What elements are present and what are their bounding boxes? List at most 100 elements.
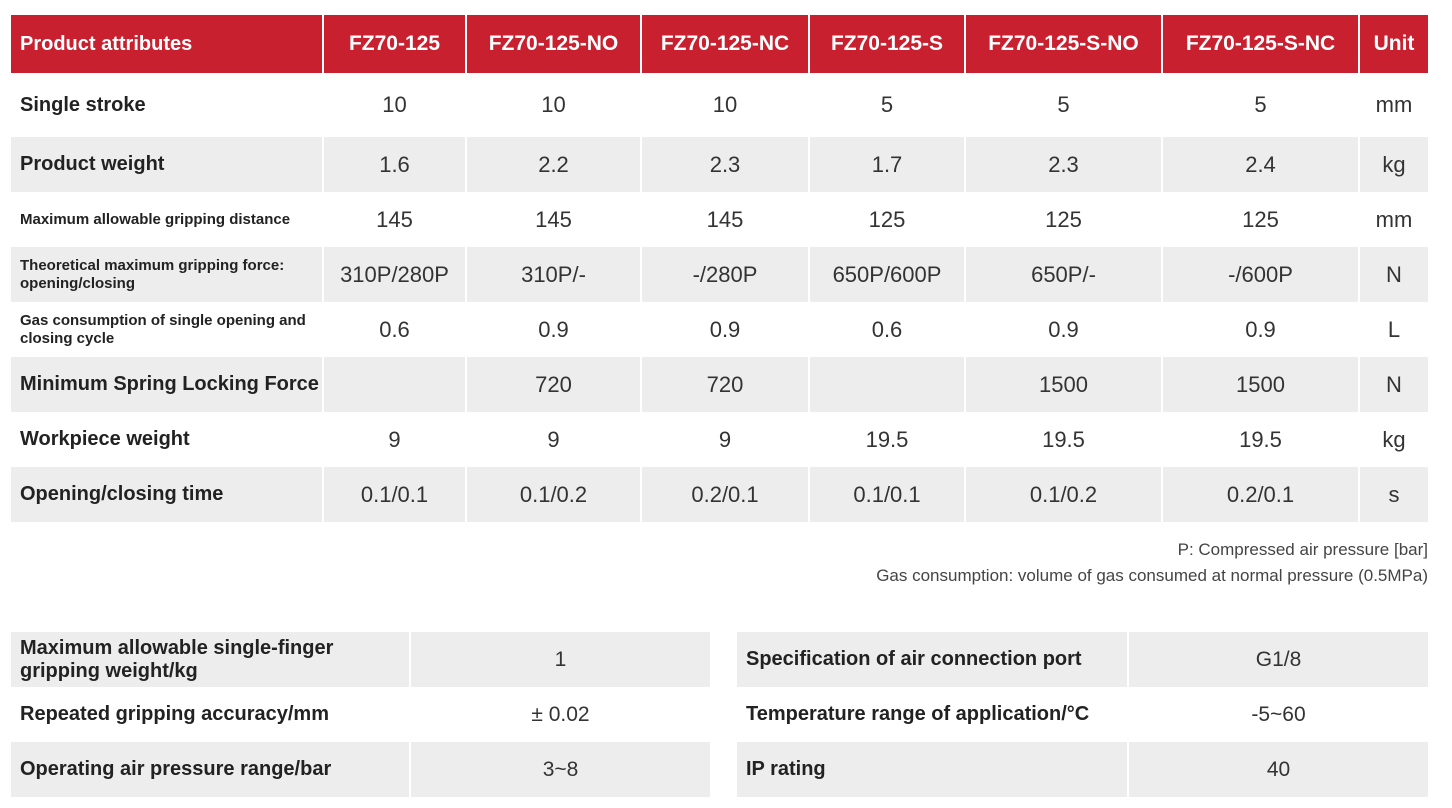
cell-value: 5 — [810, 73, 966, 137]
row-label: Maximum allowable gripping distance — [11, 192, 324, 247]
cell-value: 0.9 — [1163, 302, 1360, 357]
header-model: FZ70-125-S — [810, 15, 966, 73]
row-label: Operating air pressure range/bar — [11, 742, 409, 797]
cell-value: 0.2/0.1 — [642, 467, 810, 522]
note-pressure: P: Compressed air pressure [bar] — [1177, 540, 1428, 559]
cell-unit: mm — [1375, 206, 1413, 232]
cell-unit: s — [1360, 467, 1428, 522]
right-row: Specification of air connection port G1/… — [737, 632, 1428, 687]
row-label: Gas consumption of single opening and cl… — [11, 302, 324, 357]
cell-value: 0.1/0.2 — [966, 467, 1163, 522]
cell-value: 1.7 — [810, 137, 966, 192]
cell-value: 145 — [324, 192, 467, 247]
cell-value: 310P/- — [467, 247, 642, 302]
cell-value: 2.3 — [642, 137, 810, 192]
spec-row-product-weight: Product weight 1.6 2.2 2.3 1.7 2.3 2.4 k… — [11, 137, 1428, 192]
left-spec-table: Maximum allowable single-finger gripping… — [11, 632, 710, 797]
spec-row-gripping-force: Theoretical maximum gripping force: open… — [11, 247, 1428, 302]
cell-unit: N — [1360, 357, 1428, 412]
row-label: Temperature range of application/°C — [746, 703, 1090, 725]
cell-value: 0.1/0.1 — [324, 467, 467, 522]
cell-value: -5~60 — [1127, 687, 1428, 742]
cell-value: 650P/- — [966, 247, 1163, 302]
row-label: Specification of air connection port — [737, 632, 1127, 687]
cell-value: 0.6 — [810, 302, 966, 357]
row-label: Single stroke — [11, 73, 324, 137]
spec-row-gas-consumption: Gas consumption of single opening and cl… — [11, 302, 1428, 357]
cell-value — [810, 357, 966, 412]
cell-value: 10 — [324, 73, 467, 137]
header-model: FZ70-125-S-NO — [966, 15, 1163, 73]
row-label: IP rating — [737, 742, 1127, 797]
cell-value: 5 — [966, 73, 1163, 137]
cell-unit: mm — [1375, 92, 1413, 117]
cell-value: 40 — [1127, 742, 1428, 797]
spec-header-row: Product attributes FZ70-125 FZ70-125-NO … — [11, 15, 1428, 73]
row-label: Theoretical maximum gripping force: open… — [11, 247, 324, 302]
cell-value: 125 — [1163, 192, 1360, 247]
cell-unit: N — [1360, 247, 1428, 302]
cell-value: 9 — [467, 412, 642, 467]
cell-value: 1 — [409, 632, 710, 687]
cell-value: 9 — [324, 412, 467, 467]
cell-unit: kg — [1382, 426, 1406, 452]
left-row: Repeated gripping accuracy/mm ± 0.02 — [11, 687, 710, 742]
cell-value: 1500 — [966, 357, 1163, 412]
cell-value: 2.2 — [467, 137, 642, 192]
cell-value: 0.1/0.2 — [467, 467, 642, 522]
spec-row-workpiece-weight: Workpiece weight 9 9 9 19.5 19.5 19.5 kg — [11, 412, 1428, 467]
cell-value: ± 0.02 — [409, 687, 710, 742]
row-label: Minimum Spring Locking Force — [11, 357, 324, 412]
cell-unit: L — [1387, 316, 1401, 342]
spec-row-opening-closing-time: Opening/closing time 0.1/0.1 0.1/0.2 0.2… — [11, 467, 1428, 522]
cell-value: 310P/280P — [324, 247, 467, 302]
cell-value: 0.9 — [966, 302, 1163, 357]
cell-value: 1500 — [1163, 357, 1360, 412]
spec-row-gripping-distance: Maximum allowable gripping distance 145 … — [11, 192, 1428, 247]
cell-value: 10 — [642, 73, 810, 137]
cell-value: 125 — [966, 192, 1163, 247]
cell-value: 19.5 — [1163, 412, 1360, 467]
cell-value: 720 — [642, 357, 810, 412]
cell-unit: kg — [1360, 137, 1428, 192]
note-gas-consumption: Gas consumption: volume of gas consumed … — [876, 566, 1428, 585]
cell-value: 5 — [1163, 73, 1360, 137]
cell-value: 9 — [642, 412, 810, 467]
cell-value: 0.6 — [324, 302, 467, 357]
cell-value: 2.3 — [966, 137, 1163, 192]
header-unit: Unit — [1360, 15, 1428, 73]
cell-value: 145 — [642, 192, 810, 247]
cell-value: 0.1/0.1 — [810, 467, 966, 522]
header-model: FZ70-125 — [324, 15, 467, 73]
header-product-attributes: Product attributes — [11, 15, 324, 73]
row-label: Opening/closing time — [11, 467, 324, 522]
row-label: Product weight — [11, 137, 324, 192]
cell-value: 720 — [467, 357, 642, 412]
cell-value: 650P/600P — [810, 247, 966, 302]
cell-value: G1/8 — [1127, 632, 1428, 687]
cell-value: -/280P — [642, 247, 810, 302]
spec-table: Product attributes FZ70-125 FZ70-125-NO … — [11, 15, 1428, 522]
right-row: IP rating 40 — [737, 742, 1428, 797]
spec-row-spring-locking-force: Minimum Spring Locking Force 720 720 150… — [11, 357, 1428, 412]
header-model: FZ70-125-NO — [467, 15, 642, 73]
cell-value: 1.6 — [324, 137, 467, 192]
left-row: Maximum allowable single-finger gripping… — [11, 632, 710, 687]
header-model: FZ70-125-S-NC — [1163, 15, 1360, 73]
cell-value: 145 — [467, 192, 642, 247]
row-label: Workpiece weight — [11, 412, 324, 467]
cell-value: 10 — [467, 73, 642, 137]
cell-value: 19.5 — [810, 412, 966, 467]
header-model: FZ70-125-NC — [642, 15, 810, 73]
spec-row-single-stroke: Single stroke 10 10 10 5 5 5 mm — [11, 73, 1428, 137]
cell-value: 0.2/0.1 — [1163, 467, 1360, 522]
cell-value — [324, 357, 467, 412]
cell-value: -/600P — [1163, 247, 1360, 302]
cell-value: 2.4 — [1163, 137, 1360, 192]
cell-value: 19.5 — [966, 412, 1163, 467]
left-row: Operating air pressure range/bar 3~8 — [11, 742, 710, 797]
right-spec-table: Specification of air connection port G1/… — [737, 632, 1428, 797]
cell-value: 125 — [810, 192, 966, 247]
cell-value: 3~8 — [409, 742, 710, 797]
right-row: Temperature range of application/°C -5~6… — [737, 687, 1428, 742]
